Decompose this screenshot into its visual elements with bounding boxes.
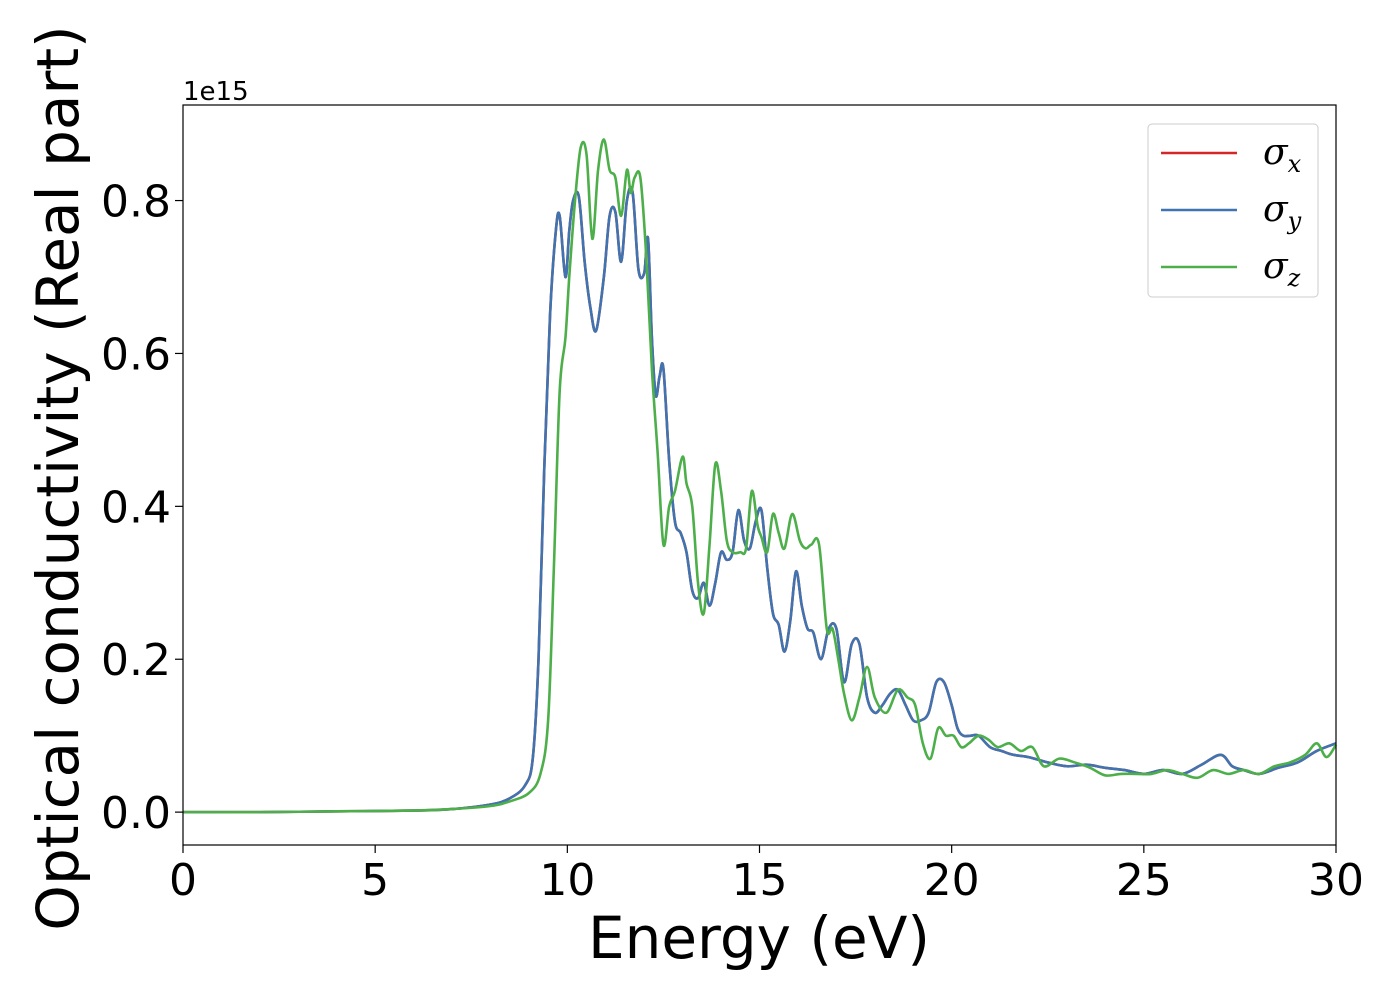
x-tick-label: 5: [361, 855, 389, 906]
x-tick-label: 20: [924, 855, 980, 906]
series-line-y: [182, 185, 1337, 814]
x-tick-label: 10: [539, 855, 595, 906]
series-line-z: [182, 138, 1338, 814]
x-tick-label: 25: [1116, 855, 1172, 906]
y-tick-label: 0.4: [101, 482, 171, 533]
y-axis-label: Optical conductivity (Real part): [24, 25, 92, 930]
y-tick-label: 0.8: [101, 177, 171, 228]
x-axis-label: Energy (eV): [588, 904, 930, 972]
x-tick-label: 15: [732, 855, 788, 906]
y-tick-label: 0.6: [101, 329, 171, 380]
y-tick-label: 0.2: [101, 635, 171, 686]
x-axis: 0 5 10 15 20 25 30: [169, 845, 1364, 906]
legend-label-x: σx: [1263, 132, 1302, 178]
series-layer: [182, 138, 1338, 814]
y-axis: 0.0 0.2 0.4 0.6 0.8: [101, 177, 183, 839]
x-tick-label: 0: [169, 855, 197, 906]
y-offset-label: 1e15: [183, 77, 249, 107]
y-tick-label: 0.0: [101, 788, 171, 839]
x-tick-label: 30: [1308, 855, 1364, 906]
